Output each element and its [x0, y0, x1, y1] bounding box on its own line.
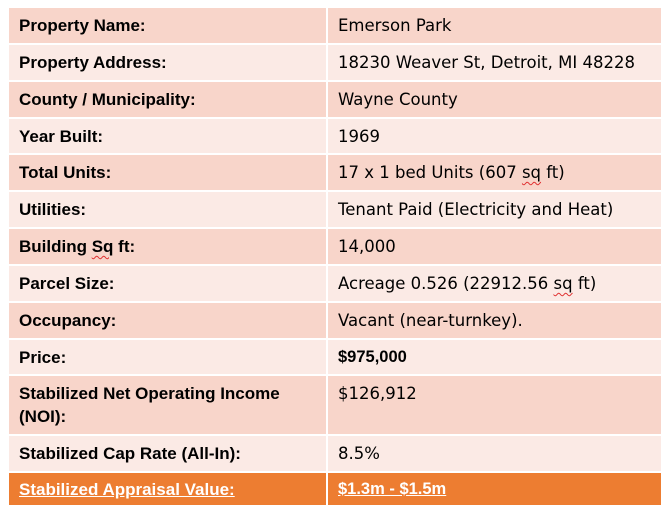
- appraisal-value-value: $1.3m - $1.5m: [326, 471, 663, 507]
- parcel-size-label: Parcel Size:: [7, 264, 328, 303]
- table-row-highlight: Stabilized Appraisal Value: $1.3m - $1.5…: [7, 471, 663, 507]
- table-row: Year Built: 1969: [7, 117, 663, 155]
- table-row: Property Name: Emerson Park: [7, 6, 663, 45]
- table-row: Stabilized Net Operating Income (NOI): $…: [7, 374, 663, 436]
- noi-label: Stabilized Net Operating Income (NOI):: [7, 374, 328, 436]
- property-name-value: Emerson Park: [326, 6, 663, 45]
- noi-value: $126,912: [326, 374, 663, 436]
- total-units-value-post: ft): [541, 163, 565, 182]
- county-label: County / Municipality:: [7, 80, 328, 119]
- county-value: Wayne County: [326, 80, 663, 119]
- price-label: Price:: [7, 338, 328, 376]
- utilities-label: Utilities:: [7, 190, 328, 229]
- parcel-size-value-sq: sq: [553, 274, 573, 293]
- appraisal-value-label: Stabilized Appraisal Value:: [7, 471, 328, 507]
- table-row: Stabilized Cap Rate (All-In): 8.5%: [7, 434, 663, 473]
- building-sqft-label: Building Sq ft:: [7, 227, 328, 266]
- table-row: Parcel Size: Acreage 0.526 (22912.56 sq …: [7, 264, 663, 303]
- table-row: County / Municipality: Wayne County: [7, 80, 663, 119]
- building-sqft-label-sq: Sq: [91, 237, 114, 256]
- building-sqft-value: 14,000: [326, 227, 663, 266]
- total-units-value-sq: sq: [521, 163, 542, 182]
- occupancy-value: Vacant (near-turnkey).: [326, 301, 663, 340]
- total-units-label: Total Units:: [7, 153, 328, 192]
- year-built-value: 1969: [326, 117, 663, 155]
- property-address-label: Property Address:: [7, 43, 328, 82]
- year-built-label: Year Built:: [7, 117, 328, 155]
- building-sqft-label-post: ft:: [113, 237, 136, 256]
- table-row: Utilities: Tenant Paid (Electricity and …: [7, 190, 663, 229]
- property-summary-table-wrapper: Property Name: Emerson Park Property Add…: [7, 6, 663, 507]
- table-row: Occupancy: Vacant (near-turnkey).: [7, 301, 663, 340]
- table-row: Building Sq ft: 14,000: [7, 227, 663, 266]
- total-units-value: 17 x 1 bed Units (607 sq ft): [326, 153, 663, 192]
- utilities-value: Tenant Paid (Electricity and Heat): [326, 190, 663, 229]
- occupancy-label: Occupancy:: [7, 301, 328, 340]
- property-name-label: Property Name:: [7, 6, 328, 45]
- property-summary-table: Property Name: Emerson Park Property Add…: [7, 6, 663, 507]
- parcel-size-value: Acreage 0.526 (22912.56 sq ft): [326, 264, 663, 303]
- building-sqft-label-pre: Building: [19, 237, 92, 256]
- table-row: Total Units: 17 x 1 bed Units (607 sq ft…: [7, 153, 663, 192]
- total-units-value-pre: 17 x 1 bed Units (607: [338, 163, 522, 182]
- cap-rate-value: 8.5%: [326, 434, 663, 473]
- parcel-size-value-post: ft): [572, 274, 597, 293]
- property-address-value: 18230 Weaver St, Detroit, MI 48228: [326, 43, 663, 82]
- table-row: Property Address: 18230 Weaver St, Detro…: [7, 43, 663, 82]
- table-row: Price: $975,000: [7, 338, 663, 376]
- cap-rate-label: Stabilized Cap Rate (All-In):: [7, 434, 328, 473]
- parcel-size-value-pre: Acreage 0.526 (22912.56: [338, 274, 554, 293]
- price-value: $975,000: [326, 338, 663, 376]
